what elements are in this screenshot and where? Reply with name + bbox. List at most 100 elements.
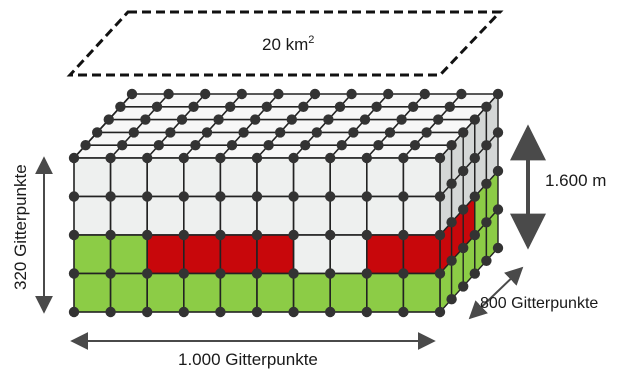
grid-node	[481, 140, 492, 151]
front-cell	[329, 272, 368, 313]
front-cell	[73, 157, 112, 198]
grid-node	[458, 281, 469, 292]
grid-node	[359, 114, 371, 125]
grid-node	[176, 114, 188, 125]
grid-node	[251, 306, 263, 318]
grid-node	[325, 229, 336, 241]
front-cell	[219, 272, 258, 313]
front-cell	[183, 234, 222, 275]
front-cell	[256, 157, 295, 198]
front-cell	[109, 272, 148, 313]
grid-node	[433, 114, 444, 125]
grid-node	[481, 217, 492, 228]
grid-node	[336, 140, 347, 151]
grid-node	[456, 88, 467, 100]
grid-node	[288, 268, 299, 279]
front-cell	[256, 195, 295, 236]
grid-node	[325, 152, 336, 164]
grid-node	[446, 294, 457, 305]
cube-front-face	[73, 157, 441, 313]
grid-node	[142, 191, 153, 202]
grid-node	[409, 140, 421, 151]
grid-node	[434, 229, 446, 241]
grid-node	[421, 127, 432, 138]
grid-node	[398, 191, 409, 202]
grid-node	[236, 88, 247, 100]
grid-node	[348, 127, 359, 138]
grid-node	[446, 178, 457, 189]
grid-node	[300, 140, 311, 151]
front-cell	[256, 234, 295, 275]
front-cell	[365, 157, 405, 198]
grid-node	[215, 152, 226, 164]
grid-node	[105, 306, 116, 318]
grid-node	[481, 255, 492, 266]
front-cell	[402, 234, 441, 275]
grid-node	[251, 152, 263, 164]
grid-node	[469, 229, 480, 241]
grid-node	[117, 140, 128, 151]
grid-node	[434, 191, 446, 202]
grid-node	[103, 114, 115, 125]
front-cell	[365, 272, 405, 313]
grid-node	[325, 306, 336, 318]
grid-node	[225, 101, 236, 113]
grid-node	[178, 191, 189, 202]
grid-node	[419, 88, 430, 100]
grid-node	[80, 140, 91, 151]
grid-node	[373, 140, 384, 151]
grid-node	[398, 268, 409, 279]
front-cell	[146, 195, 185, 236]
grid-node	[371, 101, 382, 113]
grid-node	[446, 255, 457, 266]
grid-node	[458, 127, 469, 138]
grid-node	[288, 152, 299, 164]
front-cell	[183, 157, 222, 198]
grid-node	[105, 152, 116, 164]
grid-node	[165, 127, 176, 138]
grid-cube	[68, 88, 504, 318]
grid-node	[361, 191, 372, 202]
grid-node	[323, 114, 334, 125]
grid-node	[105, 229, 116, 241]
grid-node	[200, 88, 211, 100]
grid-node	[105, 268, 116, 279]
grid-node	[126, 88, 138, 100]
grid-node	[361, 268, 372, 279]
grid-node	[261, 101, 272, 113]
grid-node	[458, 242, 469, 254]
grid-node	[398, 229, 409, 241]
grid-node	[325, 268, 336, 279]
front-cell	[329, 195, 368, 236]
front-cell	[292, 234, 332, 275]
grid-node	[361, 306, 372, 318]
cube-top-face	[72, 93, 500, 159]
grid-node	[286, 114, 297, 125]
grid-node	[361, 229, 372, 241]
grid-node	[142, 268, 153, 279]
front-cell	[73, 195, 112, 236]
grid-node	[288, 306, 299, 318]
grid-node	[215, 306, 226, 318]
grid-node	[188, 101, 199, 113]
grid-node	[275, 127, 286, 138]
grid-node	[434, 268, 446, 279]
front-cell	[73, 272, 112, 313]
grid-node	[178, 229, 189, 241]
height-label: 1.600 m	[545, 171, 606, 190]
grid-node	[469, 191, 480, 202]
grid-node	[434, 152, 446, 164]
grid-node	[163, 88, 174, 100]
grid-node	[346, 88, 357, 100]
grid-node	[334, 101, 346, 113]
front-cell	[219, 157, 258, 198]
grid-node	[469, 114, 480, 125]
grid-node	[361, 152, 372, 164]
grid-node	[178, 268, 189, 279]
grid-node	[213, 114, 224, 125]
grid-node	[469, 268, 480, 279]
grid-node	[398, 152, 409, 164]
front-cell	[292, 157, 332, 198]
front-cell	[365, 234, 405, 275]
grid-node	[288, 191, 299, 202]
